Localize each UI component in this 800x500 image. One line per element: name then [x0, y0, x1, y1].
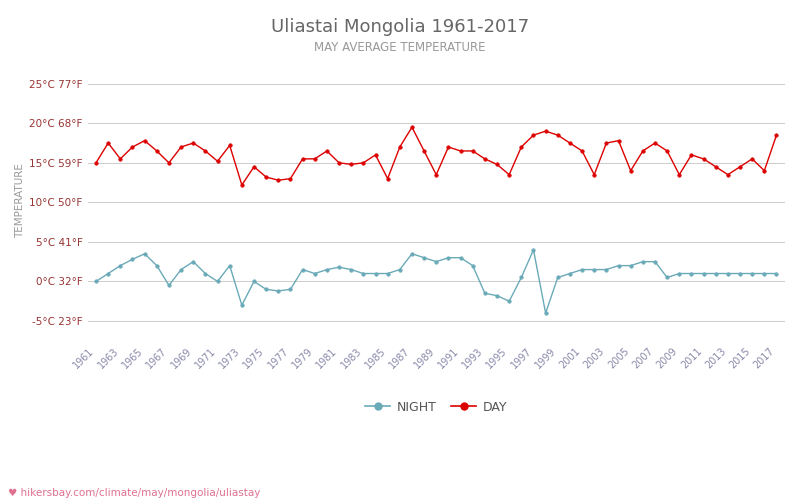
Legend: NIGHT, DAY: NIGHT, DAY: [360, 396, 512, 418]
Text: Uliastai Mongolia 1961-2017: Uliastai Mongolia 1961-2017: [271, 18, 529, 36]
Text: MAY AVERAGE TEMPERATURE: MAY AVERAGE TEMPERATURE: [314, 41, 486, 54]
Text: ♥ hikersbay.com/climate/may/mongolia/uliastay: ♥ hikersbay.com/climate/may/mongolia/uli…: [8, 488, 260, 498]
Y-axis label: TEMPERATURE: TEMPERATURE: [15, 163, 25, 238]
